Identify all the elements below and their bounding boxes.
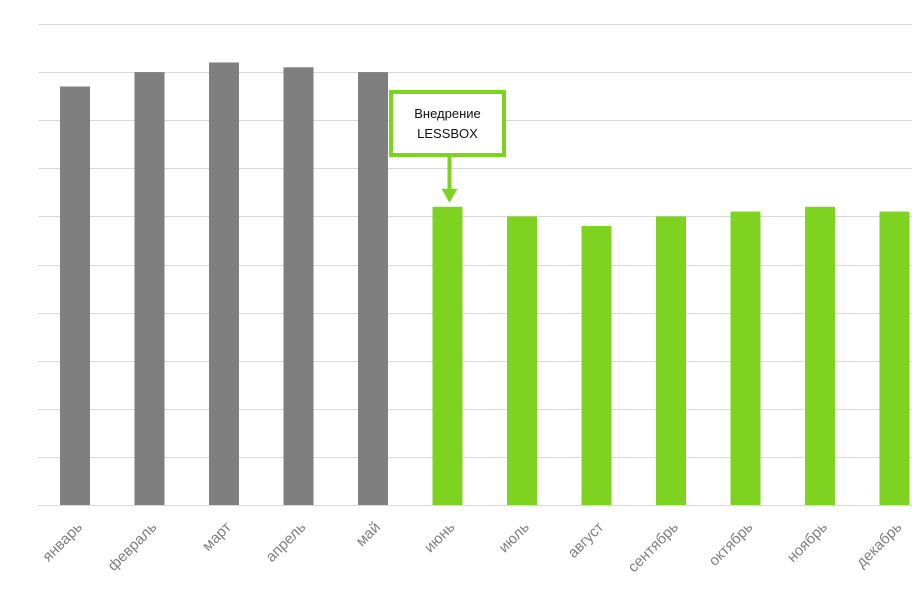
annotation-line-1: Внедрение xyxy=(414,105,481,121)
annotation-arrow-head xyxy=(441,188,458,203)
x-tick-label: июль xyxy=(495,519,533,557)
bar-апрель xyxy=(283,67,314,505)
annotation-box: Внедрение LESSBOX xyxy=(389,90,506,157)
x-axis-labels: январь февраль март апрель май июнь июль август… xyxy=(39,519,905,576)
x-tick-label: октябрь xyxy=(706,519,757,570)
x-tick-label: январь xyxy=(39,519,86,566)
bar-июнь xyxy=(432,206,463,505)
bar-ноябрь xyxy=(805,206,835,505)
bar-февраль xyxy=(134,72,165,505)
x-tick-label: ноябрь xyxy=(784,519,831,566)
bar-декабрь xyxy=(879,211,910,505)
bar-январь xyxy=(60,86,90,505)
bar-июль xyxy=(507,216,537,505)
x-tick-label: декабрь xyxy=(853,519,906,572)
bar-сентябрь xyxy=(656,216,686,505)
bar-октябрь xyxy=(730,211,761,505)
bar-май xyxy=(358,72,388,505)
annotation-pointer xyxy=(441,157,458,203)
x-tick-label: август xyxy=(565,519,608,562)
x-tick-label: сентябрь xyxy=(625,519,682,576)
bar-март xyxy=(209,62,239,505)
x-tick-label: май xyxy=(353,519,384,550)
x-tick-label: июнь xyxy=(421,519,458,556)
annotation-line-2: LESSBOX xyxy=(417,125,478,141)
bar-август xyxy=(581,226,612,505)
x-tick-label: апрель xyxy=(263,519,310,566)
x-tick-label: февраль xyxy=(105,519,161,575)
bars xyxy=(60,62,910,505)
x-tick-label: март xyxy=(199,519,235,555)
